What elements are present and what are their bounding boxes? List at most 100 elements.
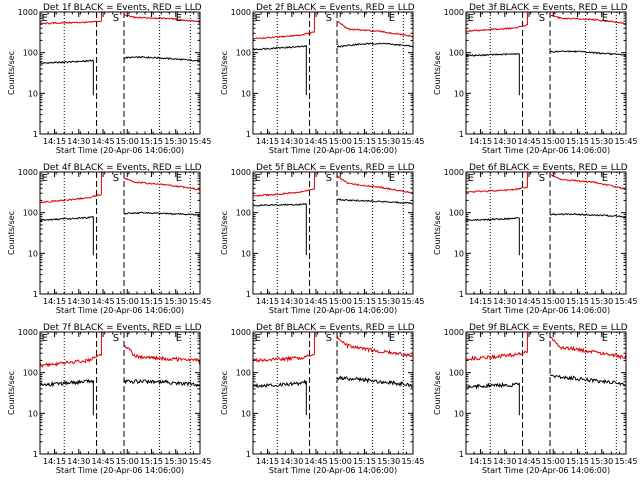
y-tick-label: 100 <box>236 209 251 218</box>
events-series-line <box>336 375 414 388</box>
plot-frame <box>465 11 627 135</box>
events-series-line <box>465 381 520 390</box>
y-tick-label: 1 <box>246 290 251 299</box>
eclipse-marker-label: E <box>176 173 182 184</box>
lld-series-line <box>465 23 528 32</box>
x-tick-label: 15:45 <box>188 137 211 146</box>
x-tick-label: 14:15 <box>43 137 66 146</box>
events-series-line <box>39 378 94 388</box>
x-axis-label: Start Time (20-Apr-06 14:06:00) <box>482 306 610 315</box>
x-tick-label: 15:45 <box>614 137 637 146</box>
y-tick-label: 10 <box>28 409 38 418</box>
x-tick-label: 14:30 <box>67 457 90 466</box>
y-tick-label: 1000 <box>18 328 38 337</box>
y-tick-label: 10 <box>28 249 38 258</box>
x-tick-label: 14:45 <box>304 457 327 466</box>
x-tick-label: 15:00 <box>329 297 352 306</box>
saa-marker-label: S <box>326 173 332 184</box>
events-series-line <box>252 44 307 51</box>
events-series-line <box>39 59 94 65</box>
events-series-line <box>123 379 201 388</box>
x-tick-label: 14:30 <box>493 297 516 306</box>
detector-panel: Det 1f BLACK = Events, RED = LLD 1 10 100 10… <box>7 3 212 155</box>
y-tick-label: 1 <box>246 130 251 139</box>
eclipse-marker-label: E <box>255 13 261 24</box>
y-axis-label: Counts/sec <box>7 371 16 415</box>
x-tick-label: 15:45 <box>188 297 211 306</box>
x-tick-label: 15:45 <box>614 457 637 466</box>
x-tick-label: 14:45 <box>517 457 540 466</box>
x-tick-label: 15:45 <box>401 137 424 146</box>
lld-series-line <box>39 193 102 204</box>
events-series-line <box>549 50 627 57</box>
x-tick-label: 15:15 <box>566 137 589 146</box>
x-tick-label: 15:45 <box>614 297 637 306</box>
x-tick-label: 15:00 <box>116 137 139 146</box>
y-tick-label: 1 <box>33 290 38 299</box>
y-axis-label: Counts/sec <box>220 371 229 415</box>
x-tick-label: 15:00 <box>542 457 565 466</box>
x-tick-label: 15:30 <box>164 457 187 466</box>
y-tick-label: 1 <box>459 130 464 139</box>
y-tick-label: 100 <box>449 369 464 378</box>
x-tick-label: 15:30 <box>164 297 187 306</box>
lld-series-line <box>549 14 627 25</box>
x-tick-label: 15:15 <box>566 297 589 306</box>
lld-series-line <box>123 344 201 365</box>
y-tick-label: 100 <box>449 49 464 58</box>
x-tick-label: 14:45 <box>304 297 327 306</box>
events-series-line <box>465 53 520 57</box>
panel-title: Det 2f BLACK = Events, RED = LLD <box>256 3 415 13</box>
eclipse-marker-label: E <box>468 13 474 24</box>
events-series-line <box>336 198 413 205</box>
events-series-line <box>123 211 201 217</box>
y-axis-label: Counts/sec <box>433 211 442 255</box>
panel-title: Det 7f BLACK = Events, RED = LLD <box>43 323 202 333</box>
eclipse-marker-label: E <box>468 173 474 184</box>
x-tick-label: 14:30 <box>493 457 516 466</box>
lld-series-line <box>336 20 414 38</box>
plot-frame <box>39 331 201 455</box>
panel-title: Det 4f BLACK = Events, RED = LLD <box>43 163 202 173</box>
plot-frame <box>252 331 414 455</box>
y-tick-label: 1 <box>246 450 251 459</box>
plot-frame <box>39 171 201 295</box>
saa-marker-label: S <box>326 13 332 24</box>
y-tick-label: 100 <box>449 209 464 218</box>
eclipse-marker-label: E <box>602 13 608 24</box>
x-tick-label: 15:00 <box>116 457 139 466</box>
x-tick-label: 15:15 <box>353 297 376 306</box>
plot-frame <box>465 331 627 455</box>
y-tick-label: 10 <box>454 249 464 258</box>
x-tick-label: 14:45 <box>304 137 327 146</box>
y-tick-label: 100 <box>236 49 251 58</box>
x-tick-label: 14:45 <box>91 457 114 466</box>
detector-panel: Det 9f BLACK = Events, RED = LLD 1 10 100 10… <box>433 323 638 475</box>
saa-marker-label: S <box>113 13 119 24</box>
x-tick-label: 14:15 <box>469 297 492 306</box>
panel-title: Det 9f BLACK = Events, RED = LLD <box>469 323 628 333</box>
x-tick-label: 14:30 <box>280 137 303 146</box>
x-tick-label: 14:15 <box>469 137 492 146</box>
x-tick-label: 14:30 <box>493 137 516 146</box>
lld-series-line <box>39 20 102 25</box>
y-axis-label: Counts/sec <box>433 51 442 95</box>
lld-series-line <box>123 177 201 191</box>
y-axis-label: Counts/sec <box>7 211 16 255</box>
eclipse-marker-label: E <box>255 173 261 184</box>
lld-series-line <box>39 354 102 368</box>
y-tick-label: 1000 <box>18 8 38 17</box>
x-tick-label: 14:30 <box>67 137 90 146</box>
lld-series-line <box>465 350 528 362</box>
y-tick-label: 1000 <box>444 328 464 337</box>
panel-title: Det 5f BLACK = Events, RED = LLD <box>256 163 415 173</box>
x-tick-label: 15:30 <box>164 137 187 146</box>
x-tick-label: 14:15 <box>256 457 279 466</box>
events-series-line <box>252 203 307 207</box>
eclipse-marker-label: E <box>255 333 261 344</box>
x-tick-label: 15:30 <box>590 137 613 146</box>
y-tick-label: 10 <box>28 89 38 98</box>
x-tick-label: 14:45 <box>517 137 540 146</box>
y-tick-label: 10 <box>241 249 251 258</box>
